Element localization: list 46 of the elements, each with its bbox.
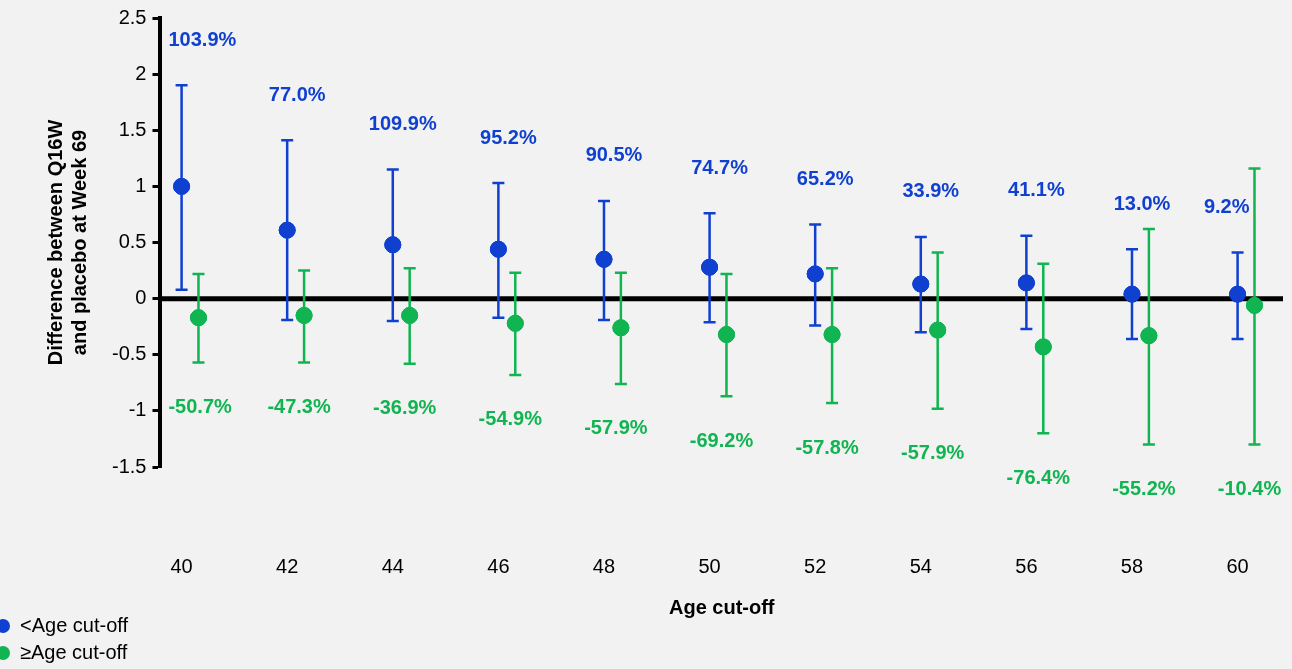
- annotation: 13.0%: [1113, 191, 1171, 214]
- y-tick-label: -1.5: [111, 454, 147, 477]
- legend-label: ≥Age cut-off: [20, 640, 128, 665]
- annotation: 77.0%: [268, 82, 326, 105]
- y-tick-label: 1: [135, 173, 147, 196]
- text: -10.4%: [1217, 477, 1282, 500]
- x-tick-label: 40: [170, 554, 193, 577]
- annotation: 33.9%: [902, 179, 960, 202]
- annotation: -47.3%: [267, 395, 331, 418]
- y-tick-label: 0.5: [118, 230, 147, 253]
- y-axis-title: Difference between Q16W and placebo at Week 69: [43, 119, 90, 366]
- text: -55.2%: [1112, 477, 1176, 500]
- y-tick-label: 2.5: [118, 5, 147, 28]
- x-tick-label: 44: [381, 554, 404, 577]
- annotation: -57.9%: [901, 441, 965, 464]
- x-tick-label: 54: [909, 554, 932, 577]
- annotation: -36.9%: [372, 396, 437, 419]
- annotation: -57.9%: [584, 416, 648, 439]
- annotation: 9.2%: [1203, 195, 1250, 218]
- annotation: 65.2%: [796, 167, 854, 190]
- y-tick-label: 1.5: [118, 117, 147, 140]
- x-tick-label: 50: [698, 554, 721, 577]
- annotation: 103.9%: [168, 27, 237, 50]
- x-tick-label: 48: [592, 554, 616, 577]
- x-tick-label: 52: [804, 554, 827, 577]
- annotation: 41.1%: [1008, 178, 1065, 201]
- annotation: 95.2%: [480, 125, 537, 148]
- x-tick-label: 42: [276, 554, 299, 577]
- annotation: 74.7%: [691, 155, 749, 178]
- annotation: -69.2%: [689, 428, 754, 451]
- annotation: 90.5%: [585, 143, 643, 166]
- annotation: -50.7%: [168, 395, 233, 418]
- annotation: -57.8%: [795, 435, 859, 458]
- y-tick-label: -0.5: [111, 342, 147, 365]
- annotation: 109.9%: [368, 112, 437, 135]
- y-tick-label: -1: [128, 398, 147, 421]
- x-axis-title: Age cut-off: [668, 595, 775, 618]
- annotation: -54.9%: [478, 407, 543, 430]
- y-tick-label: 0: [135, 286, 147, 309]
- legend-label: <Age cut-off: [20, 613, 129, 638]
- x-tick-label: 56: [1015, 554, 1038, 577]
- x-tick-label: 46: [487, 554, 510, 577]
- x-tick-label: 58: [1120, 554, 1144, 577]
- annotation: -76.4%: [1006, 465, 1071, 488]
- y-tick-label: 2: [135, 61, 147, 84]
- x-tick-label: 60: [1226, 554, 1249, 577]
